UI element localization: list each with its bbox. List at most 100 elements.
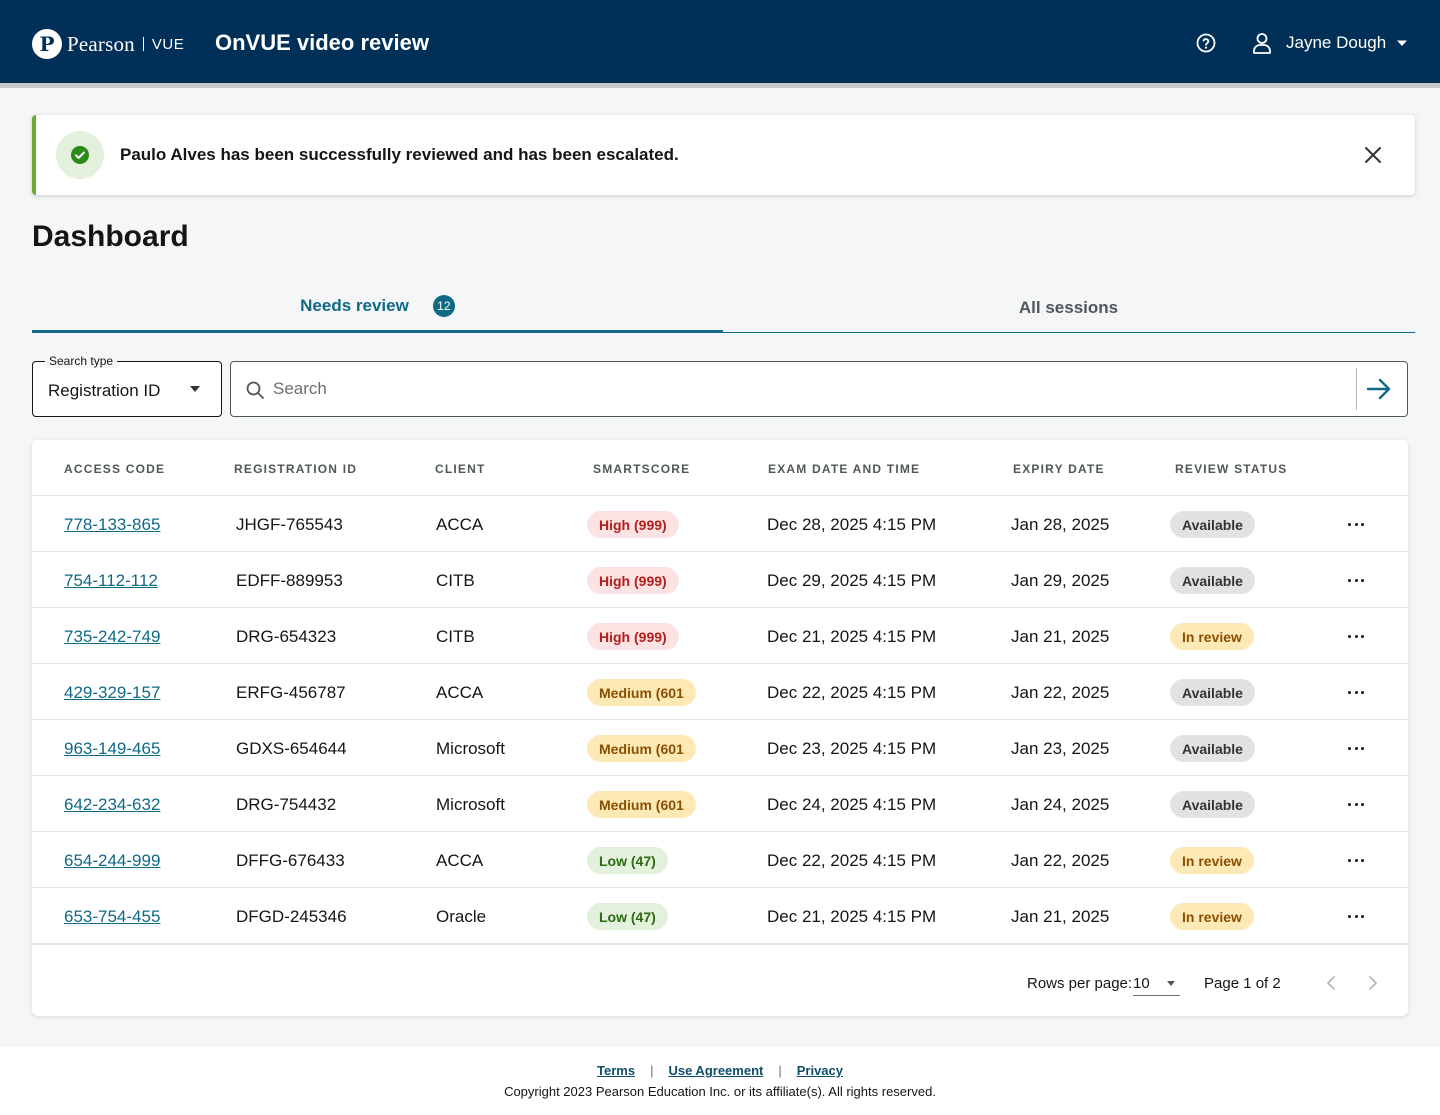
access-code-link[interactable]: 735-242-749 bbox=[64, 627, 161, 646]
dot bbox=[1354, 634, 1358, 638]
dot bbox=[1348, 802, 1351, 806]
search-icon bbox=[246, 381, 264, 399]
more-options-icon[interactable] bbox=[1348, 797, 1364, 811]
dot bbox=[1354, 690, 1358, 694]
column-header-review-status[interactable]: REVIEW STATUS bbox=[1175, 462, 1288, 476]
table-header: ACCESS CODE REGISTRATION ID CLIENT SMART… bbox=[32, 440, 1408, 496]
registration-id-cell: DRG-754432 bbox=[236, 795, 337, 814]
tab-all-sessions[interactable]: All sessions bbox=[723, 282, 1414, 333]
review-status-badge: In review bbox=[1170, 847, 1254, 874]
access-code-link[interactable]: 653-754-455 bbox=[64, 907, 161, 926]
more-options-icon[interactable] bbox=[1348, 853, 1364, 867]
client-cell: Microsoft bbox=[436, 795, 505, 814]
expiry-date-cell: Jan 22, 2025 bbox=[1011, 851, 1110, 870]
chevron-left-icon[interactable] bbox=[1325, 976, 1337, 990]
access-code-link[interactable]: 963-149-465 bbox=[64, 739, 161, 758]
more-options-icon[interactable] bbox=[1348, 629, 1364, 643]
rows-per-page-select[interactable]: 10 bbox=[1133, 972, 1180, 996]
page-footer: Terms | Use Agreement | Privacy Copyrigh… bbox=[0, 1047, 1440, 1115]
column-header-registration-id[interactable]: REGISTRATION ID bbox=[234, 462, 358, 476]
access-code-link[interactable]: 654-244-999 bbox=[64, 851, 161, 870]
dot bbox=[1348, 690, 1351, 694]
more-options-icon[interactable] bbox=[1348, 909, 1364, 923]
search-input[interactable] bbox=[273, 372, 1343, 406]
expiry-date-cell: Jan 22, 2025 bbox=[1011, 683, 1110, 702]
exam-datetime-cell: Dec 23, 2025 4:15 PM bbox=[767, 739, 937, 758]
dot bbox=[1361, 858, 1364, 862]
more-options-icon[interactable] bbox=[1348, 517, 1364, 531]
dot bbox=[1348, 858, 1351, 862]
close-icon[interactable] bbox=[1364, 146, 1382, 164]
alert-icon-badge bbox=[56, 131, 104, 179]
dot bbox=[1354, 914, 1358, 918]
user-menu[interactable]: Jayne Dough bbox=[1252, 32, 1408, 54]
footer-link-privacy[interactable]: Privacy bbox=[796, 1063, 843, 1078]
tab-bar: Needs review 12 All sessions bbox=[32, 282, 1415, 333]
review-status-badge: Available bbox=[1170, 791, 1255, 818]
review-status-badge: Available bbox=[1170, 679, 1255, 706]
column-header-expiry-date[interactable]: EXPIRY DATE bbox=[1013, 462, 1105, 476]
pearson-vue-logo[interactable]: P Pearson VUE bbox=[32, 29, 184, 59]
column-header-access-code[interactable]: ACCESS CODE bbox=[64, 462, 166, 476]
arrow-right-icon[interactable] bbox=[1366, 377, 1392, 401]
more-options-icon[interactable] bbox=[1348, 573, 1364, 587]
access-code-link[interactable]: 642-234-632 bbox=[64, 795, 161, 814]
table-row[interactable]: 754-112-112 EDFF-889953 CITB High (999) Dec … bbox=[32, 552, 1408, 608]
tab-needs-review[interactable]: Needs review 12 bbox=[32, 282, 723, 333]
smartscore-badge: Medium (601 bbox=[587, 679, 696, 706]
search-type-select[interactable]: Search type Registration ID bbox=[32, 354, 222, 417]
dot bbox=[1348, 522, 1351, 526]
chevron-right-icon[interactable] bbox=[1367, 976, 1379, 990]
footer-link-terms[interactable]: Terms bbox=[597, 1063, 636, 1078]
access-code-link[interactable]: 754-112-112 bbox=[64, 571, 158, 590]
client-cell: Microsoft bbox=[436, 739, 505, 758]
more-options-icon[interactable] bbox=[1348, 685, 1364, 699]
footer-separator: | bbox=[778, 1063, 782, 1078]
logo-divider bbox=[142, 37, 144, 51]
caret-down-icon bbox=[190, 386, 200, 392]
dot bbox=[1361, 746, 1364, 750]
search-type-value: Registration ID bbox=[48, 381, 161, 400]
table-row[interactable]: 778-133-865 JHGF-765543 ACCA High (999) Dec … bbox=[32, 496, 1408, 552]
table-row[interactable]: 642-234-632 DRG-754432 Microsoft Medium (60… bbox=[32, 776, 1408, 832]
table-row[interactable]: 653-754-455 DFGD-245346 Oracle Low (47) Dec … bbox=[32, 888, 1408, 944]
dot bbox=[1361, 578, 1364, 582]
exam-datetime-cell: Dec 21, 2025 4:15 PM bbox=[767, 907, 937, 926]
table-row[interactable]: 654-244-999 DFFG-676433 ACCA Low (47) Dec 22… bbox=[32, 832, 1408, 888]
dot bbox=[1354, 522, 1358, 526]
smartscore-badge: High (999) bbox=[587, 567, 679, 594]
app-title: OnVUE video review bbox=[215, 30, 429, 55]
expiry-date-cell: Jan 21, 2025 bbox=[1011, 907, 1110, 926]
table-row[interactable]: 963-149-465 GDXS-654644 Microsoft Medium (6… bbox=[32, 720, 1408, 776]
table-row[interactable]: 735-242-749 DRG-654323 CITB High (999) Dec 2… bbox=[32, 608, 1408, 664]
registration-id-cell: DFGD-245346 bbox=[236, 907, 347, 926]
dot bbox=[1348, 746, 1351, 750]
smartscore-badge: Low (47) bbox=[587, 847, 668, 874]
check-circle-icon bbox=[71, 146, 89, 164]
more-options-icon[interactable] bbox=[1348, 741, 1364, 755]
table-pagination: Rows per page: 10 Page 1 of 2 bbox=[32, 944, 1408, 1016]
registration-id-cell: DRG-654323 bbox=[236, 627, 337, 646]
column-header-smartscore[interactable]: SMARTSCORE bbox=[593, 462, 691, 476]
column-header-client[interactable]: CLIENT bbox=[435, 462, 486, 476]
expiry-date-cell: Jan 23, 2025 bbox=[1011, 739, 1110, 758]
rows-per-page-label: Rows per page: bbox=[1027, 975, 1133, 992]
table-row[interactable]: 429-329-157 ERFG-456787 ACCA Medium (601 Dec… bbox=[32, 664, 1408, 720]
expiry-date-cell: Jan 21, 2025 bbox=[1011, 627, 1110, 646]
column-header-exam-date[interactable]: EXAM DATE AND TIME bbox=[768, 462, 921, 476]
success-alert: Paulo Alves has been successfully review… bbox=[32, 115, 1415, 195]
dot bbox=[1348, 578, 1351, 582]
footer-link-use-agreement[interactable]: Use Agreement bbox=[668, 1063, 764, 1078]
page-title: Dashboard bbox=[32, 220, 189, 253]
help-icon[interactable] bbox=[1196, 33, 1216, 53]
dot bbox=[1361, 634, 1364, 638]
registration-id-cell: ERFG-456787 bbox=[236, 683, 346, 702]
access-code-link[interactable]: 778-133-865 bbox=[64, 515, 161, 534]
review-status-badge: Available bbox=[1170, 735, 1255, 762]
client-cell: CITB bbox=[436, 627, 475, 646]
client-cell: ACCA bbox=[436, 851, 484, 870]
dot bbox=[1354, 858, 1358, 862]
registration-id-cell: GDXS-654644 bbox=[236, 739, 347, 758]
access-code-link[interactable]: 429-329-157 bbox=[64, 683, 161, 702]
tab-label: All sessions bbox=[1018, 297, 1119, 317]
